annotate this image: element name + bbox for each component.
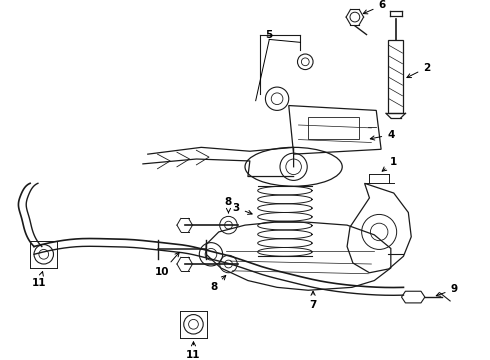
Text: 1: 1 xyxy=(382,157,397,171)
Text: 7: 7 xyxy=(309,291,317,310)
Text: 4: 4 xyxy=(370,130,394,140)
Text: 3: 3 xyxy=(233,203,252,214)
Text: 5: 5 xyxy=(266,30,273,40)
Text: 11: 11 xyxy=(186,342,201,360)
Text: 6: 6 xyxy=(363,0,386,14)
Text: 8: 8 xyxy=(210,275,226,292)
Text: 10: 10 xyxy=(155,252,179,277)
Bar xyxy=(308,117,359,139)
Text: 9: 9 xyxy=(436,284,458,296)
Text: 11: 11 xyxy=(32,271,46,288)
Text: 2: 2 xyxy=(407,63,430,77)
Text: 8: 8 xyxy=(225,197,232,213)
